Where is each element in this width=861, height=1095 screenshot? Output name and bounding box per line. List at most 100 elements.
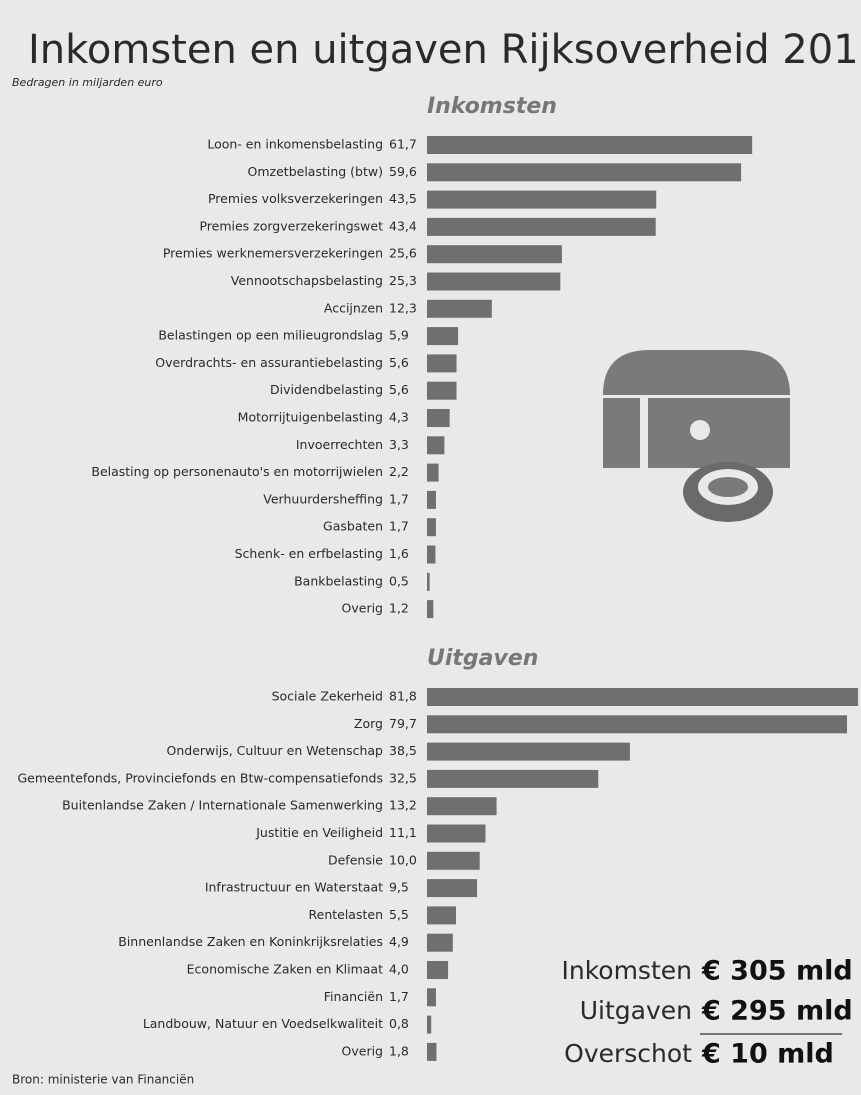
bar: [427, 852, 480, 870]
source: Bron: ministerie van Financiën: [12, 1073, 194, 1087]
category-label: Premies zorgverzekeringswet: [199, 218, 383, 233]
category-label: Overdrachts- en assurantiebelasting: [155, 355, 383, 370]
category-label: Overig: [342, 1043, 383, 1058]
bar: [427, 163, 741, 181]
bar: [427, 491, 436, 509]
category-label: Overig: [342, 601, 383, 616]
value-label: 2,2: [389, 464, 409, 479]
category-label: Belastingen op een milieugrondslag: [158, 328, 383, 343]
value-label: 1,7: [389, 519, 409, 534]
bar: [427, 934, 453, 952]
bar: [427, 1043, 436, 1061]
summary-amount: € 10 mld: [701, 1039, 834, 1070]
summary-amount: € 305 mld: [701, 956, 853, 987]
subtitle: Bedragen in miljarden euro: [12, 76, 163, 89]
category-label: Justitie en Veiligheid: [255, 825, 383, 840]
bar: [427, 273, 560, 291]
bar: [427, 797, 497, 815]
value-label: 61,7: [389, 137, 417, 152]
category-label: Schenk- en erfbelasting: [235, 546, 383, 561]
value-label: 3,3: [389, 437, 409, 452]
category-label: Binnenlandse Zaken en Koninkrijksrelatie…: [118, 934, 383, 949]
value-label: 5,6: [389, 382, 409, 397]
bar: [427, 988, 436, 1006]
value-label: 4,0: [389, 962, 409, 977]
bar: [427, 743, 630, 761]
value-label: 1,7: [389, 989, 409, 1004]
value-label: 4,3: [389, 410, 409, 425]
value-label: 12,3: [389, 300, 417, 315]
summary-label: Uitgaven: [580, 996, 692, 1025]
category-label: Vennootschapsbelasting: [231, 273, 383, 288]
summary-amount: € 295 mld: [701, 996, 853, 1027]
category-label: Economische Zaken en Klimaat: [187, 962, 383, 977]
category-label: Dividendbelasting: [270, 382, 383, 397]
value-label: 38,5: [389, 743, 417, 758]
category-label: Premies volksverzekeringen: [208, 191, 383, 206]
category-label: Onderwijs, Cultuur en Wetenschap: [167, 743, 384, 758]
bar: [427, 218, 656, 236]
bar: [427, 191, 656, 209]
value-label: 0,5: [389, 573, 409, 588]
value-label: 32,5: [389, 770, 417, 785]
value-label: 43,5: [389, 191, 417, 206]
category-label: Sociale Zekerheid: [272, 689, 383, 704]
value-label: 5,9: [389, 328, 409, 343]
value-label: 1,6: [389, 546, 409, 561]
category-label: Bankbelasting: [294, 573, 383, 588]
summary-label: Inkomsten: [561, 956, 692, 985]
value-label: 10,0: [389, 852, 417, 867]
category-label: Accijnzen: [324, 300, 383, 315]
category-label: Rentelasten: [309, 907, 384, 922]
bar: [427, 518, 436, 536]
bar: [427, 906, 456, 924]
value-label: 1,2: [389, 601, 409, 616]
category-label: Loon- en inkomensbelasting: [207, 137, 383, 152]
bar: [427, 715, 847, 733]
value-label: 43,4: [389, 218, 417, 233]
category-label: Motorrijtuigenbelasting: [238, 410, 383, 425]
value-label: 79,7: [389, 716, 417, 731]
category-label: Financiën: [324, 989, 383, 1004]
bar: [427, 436, 444, 454]
bar: [427, 825, 485, 843]
value-label: 1,7: [389, 491, 409, 506]
bar: [427, 354, 457, 372]
category-label: Zorg: [354, 716, 383, 731]
chest-icon: [603, 350, 790, 522]
category-label: Verhuurdersheffing: [263, 491, 383, 506]
bar: [427, 327, 458, 345]
category-label: Belasting op personenauto's en motorrijw…: [91, 464, 383, 479]
bar: [427, 546, 435, 564]
value-label: 1,8: [389, 1043, 409, 1058]
bar: [427, 136, 752, 154]
title: Inkomsten en uitgaven Rijksoverheid 2019: [28, 27, 861, 73]
bar: [427, 600, 433, 618]
value-label: 5,5: [389, 907, 409, 922]
infographic: Inkomsten en uitgaven Rijksoverheid 2019…: [0, 0, 861, 1095]
category-label: Omzetbelasting (btw): [248, 164, 383, 179]
bar: [427, 961, 448, 979]
bar: [427, 879, 477, 897]
category-label: Buitenlandse Zaken / Internationale Same…: [62, 798, 383, 813]
section-title: Inkomsten: [427, 94, 557, 119]
bar: [427, 409, 450, 427]
section-title: Uitgaven: [427, 646, 538, 671]
category-label: Defensie: [328, 852, 383, 867]
bar: [427, 688, 858, 706]
value-label: 11,1: [389, 825, 417, 840]
value-label: 59,6: [389, 164, 417, 179]
bar: [427, 1016, 431, 1034]
value-label: 13,2: [389, 798, 417, 813]
bar: [427, 382, 457, 400]
category-label: Gasbaten: [323, 519, 383, 534]
bar: [427, 573, 430, 591]
value-label: 81,8: [389, 689, 417, 704]
value-label: 5,6: [389, 355, 409, 370]
bar: [427, 464, 439, 482]
category-label: Invoerrechten: [296, 437, 383, 452]
category-label: Landbouw, Natuur en Voedselkwaliteit: [143, 1016, 383, 1031]
bar: [427, 300, 492, 318]
value-label: 9,5: [389, 880, 409, 895]
category-label: Premies werknemersverzekeringen: [163, 246, 383, 261]
